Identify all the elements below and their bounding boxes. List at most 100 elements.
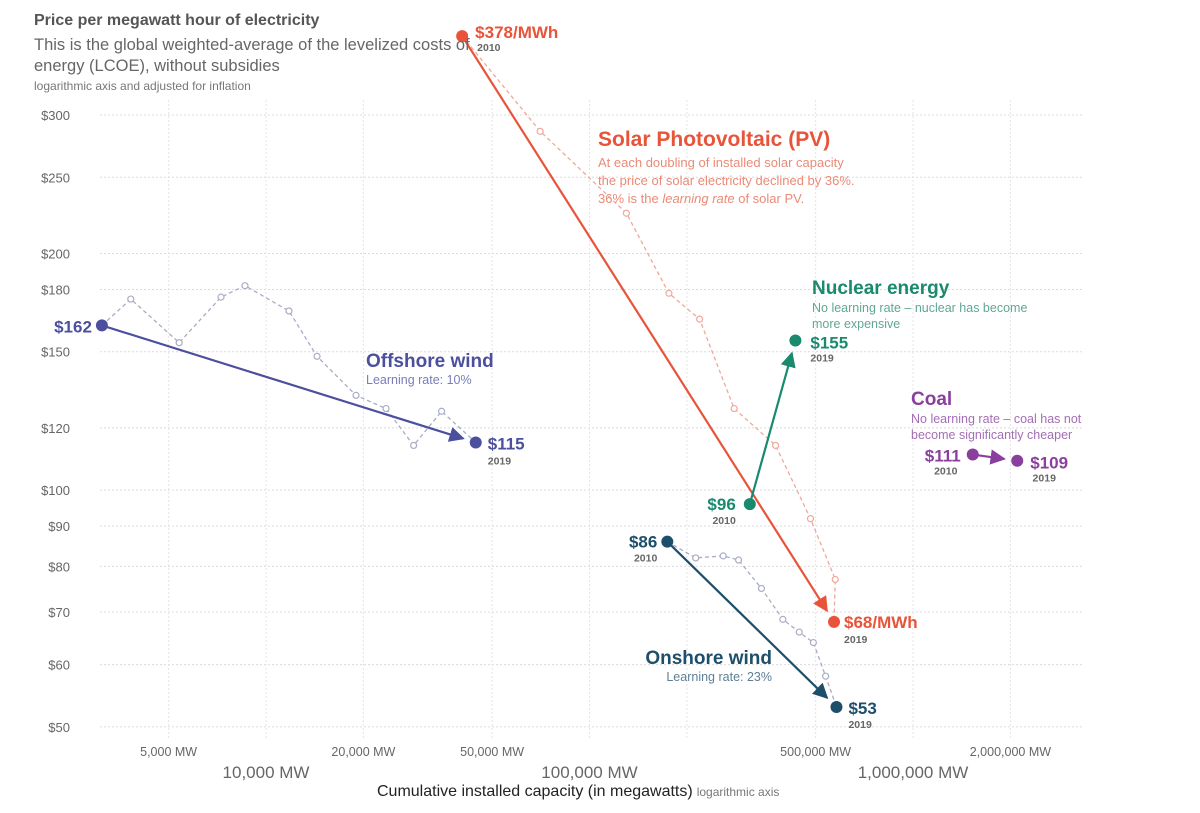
- solar-desc-2: the price of solar electricity declined …: [598, 173, 855, 188]
- x-axis-label: Cumulative installed capacity (in megawa…: [377, 783, 779, 801]
- offshore-wind-yearly-point: [285, 307, 293, 315]
- x-axis-title: Cumulative installed capacity (in megawa…: [377, 783, 693, 800]
- onshore-wind-end-year: 2019: [848, 719, 872, 731]
- onshore-wind-yearly-point: [735, 556, 743, 564]
- y-tick-label: $80: [48, 559, 70, 574]
- solar-photovoltaic-pv-trend-arrow: [461, 35, 828, 613]
- coal-desc-2: become significantly cheaper: [911, 428, 1073, 442]
- x-tick-label-minor: 5,000 MW: [140, 745, 197, 759]
- offshore-wind-yearly-point: [438, 407, 446, 415]
- offshore-wind-trend-arrow: [101, 324, 465, 442]
- x-tick-label-major: 100,000 MW: [541, 763, 637, 782]
- offshore-wind-yearly-point: [352, 391, 360, 399]
- x-axis-ticks: 5,000 MW 20,000 MW 50,000 MW 500,000 MW 2,00…: [140, 745, 1051, 782]
- onshore-desc: Learning rate: 23%: [666, 670, 772, 684]
- x-tick-label-minor: 500,000 MW: [780, 745, 851, 759]
- onshore-wind-start-label: $86: [629, 533, 657, 552]
- offshore-wind-yearly-line: [101, 284, 477, 447]
- x-tick-label-major: 10,000 MW: [223, 763, 310, 782]
- onshore-wind-yearly-point: [822, 672, 830, 680]
- solar-photovoltaic-pv-yearly-point: [665, 289, 673, 297]
- yearly-dashed-lines: [101, 35, 839, 708]
- nuclear-energy-start-year: 2010: [712, 515, 736, 527]
- x-tick-label-minor: 2,000,000 MW: [970, 745, 1051, 759]
- coal-start-point: [966, 448, 979, 461]
- coal-end-point: [1011, 454, 1024, 467]
- solar-photovoltaic-pv-yearly-point: [536, 127, 544, 135]
- coal-annotation: Coal No learning rate – coal has not bec…: [911, 389, 1081, 443]
- onshore-wind-yearly-line: [666, 541, 838, 708]
- solar-photovoltaic-pv-yearly-point: [771, 441, 780, 450]
- onshore-wind-trend-arrow: [666, 540, 829, 699]
- offshore-wind-start-label: $162: [54, 317, 92, 336]
- solar-desc-1: At each doubling of installed solar capa…: [598, 155, 844, 170]
- offshore-wind-start-point: [95, 319, 108, 332]
- offshore-wind-yearly-point: [313, 352, 321, 360]
- nuclear-desc-2: more expensive: [812, 317, 901, 331]
- solar-photovoltaic-pv-end-label: $68/MWh: [844, 613, 918, 632]
- x-tick-label-minor: 20,000 MW: [331, 745, 395, 759]
- solar-title: Solar Photovoltaic (PV): [598, 128, 831, 151]
- coal-start-label: $111: [925, 447, 961, 466]
- offshore-wind-yearly-point: [127, 295, 135, 303]
- y-tick-label: $60: [48, 658, 70, 673]
- y-tick-label: $120: [41, 421, 70, 436]
- onshore-wind-yearly-point: [757, 584, 766, 593]
- x-tick-label-major: 1,000,000 MW: [858, 763, 969, 782]
- offshore-annotation: Offshore wind Learning rate: 10%: [366, 351, 494, 387]
- onshore-wind-yearly-point: [779, 615, 787, 623]
- onshore-title: Onshore wind: [645, 648, 772, 669]
- y-tick-label: $150: [41, 345, 70, 360]
- solar-photovoltaic-pv-start-label: $378/MWh: [475, 23, 558, 42]
- solar-photovoltaic-pv-yearly-point: [730, 404, 738, 413]
- x-tick-label-minor: 50,000 MW: [460, 745, 524, 759]
- offshore-wind-yearly-point: [382, 404, 390, 413]
- onshore-wind-yearly-point: [719, 552, 727, 560]
- solar-desc-3c: of solar PV.: [734, 191, 805, 206]
- solar-photovoltaic-pv-yearly-point: [696, 315, 704, 323]
- solar-photovoltaic-pv-yearly-point: [806, 515, 815, 523]
- offshore-wind-yearly-point: [241, 282, 249, 290]
- coal-title: Coal: [911, 389, 953, 410]
- solar-annotation: Solar Photovoltaic (PV) At each doubling…: [598, 128, 855, 208]
- offshore-desc: Learning rate: 10%: [366, 373, 472, 387]
- y-tick-label: $100: [41, 483, 70, 498]
- solar-photovoltaic-pv-start-year: 2010: [477, 42, 501, 54]
- solar-photovoltaic-pv-yearly-point: [831, 575, 839, 584]
- coal-end-year: 2019: [1033, 473, 1057, 485]
- x-axis-note: logarithmic axis: [696, 785, 780, 799]
- onshore-wind-start-year: 2010: [634, 553, 658, 565]
- offshore-wind-yearly-point: [217, 293, 225, 301]
- onshore-wind-end-point: [830, 700, 843, 713]
- y-tick-label: $50: [48, 720, 70, 735]
- chart-note: logarithmic axis and adjusted for inflat…: [34, 79, 251, 93]
- solar-photovoltaic-pv-end-point: [828, 615, 841, 628]
- offshore-wind-end-point: [469, 436, 482, 449]
- onshore-wind-start-point: [661, 535, 674, 548]
- y-tick-label: $250: [41, 170, 70, 185]
- offshore-wind-yearly-point: [410, 441, 418, 450]
- coal-desc-1: No learning rate – coal has not: [911, 412, 1082, 426]
- offshore-wind-yearly-point: [175, 339, 183, 347]
- coal-start-year: 2010: [934, 466, 958, 478]
- y-tick-label: $200: [41, 246, 70, 261]
- trend-arrows: [95, 30, 1024, 713]
- solar-photovoltaic-pv-start-point: [456, 30, 469, 43]
- nuclear-desc-1: No learning rate – nuclear has become: [812, 301, 1028, 315]
- y-tick-label: $300: [41, 108, 70, 123]
- nuclear-energy-end-year: 2019: [810, 353, 834, 365]
- solar-desc-3a: 36% is the: [598, 191, 663, 206]
- point-labels: $378/MWh2010$68/MWh2019$162$1152019$8620…: [54, 23, 1068, 731]
- offshore-title: Offshore wind: [366, 351, 494, 372]
- onshore-wind-yearly-point: [692, 554, 700, 562]
- nuclear-energy-trend-arrow: [748, 351, 796, 505]
- onshore-annotation: Onshore wind Learning rate: 23%: [630, 648, 772, 684]
- onshore-wind-yearly-point: [795, 628, 803, 636]
- nuclear-energy-start-point: [743, 498, 756, 511]
- offshore-wind-end-label: $115: [488, 434, 525, 453]
- y-axis-ticks: $300 $250 $200 $180 $150 $120 $100 $90 $80 $70 $60…: [41, 108, 70, 735]
- nuclear-title: Nuclear energy: [812, 278, 950, 299]
- offshore-wind-end-year: 2019: [488, 455, 512, 467]
- coal-end-label: $109: [1030, 454, 1068, 473]
